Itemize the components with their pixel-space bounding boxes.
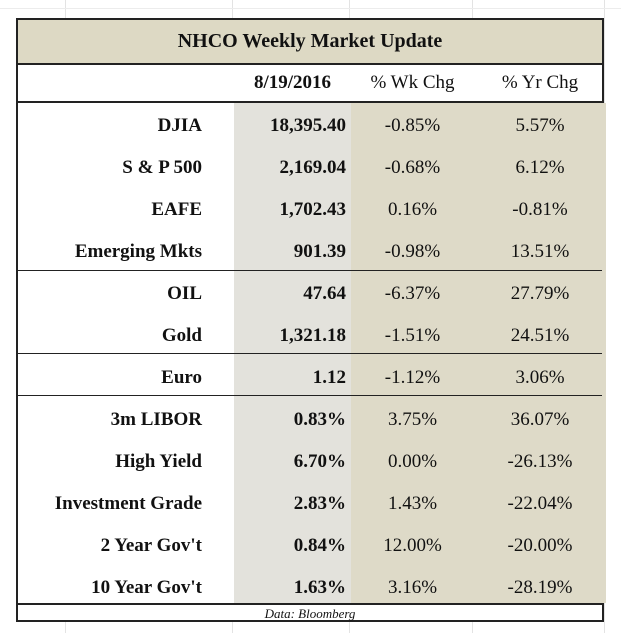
row-value: 1,321.18 (279, 325, 347, 346)
row-label: High Yield (115, 451, 202, 472)
row-yr-chg: 3.06% (515, 367, 565, 388)
data-source-footer: Data: Bloomberg (18, 603, 602, 622)
row-label: Gold (161, 325, 202, 346)
row-wk-chg: 12.00% (383, 535, 442, 556)
row-value: 2.83% (293, 493, 346, 514)
table-row: Gold 1,321.18 -1.51% 24.51% (18, 315, 602, 357)
section-separator (18, 353, 602, 354)
row-wk-chg: -0.68% (384, 157, 441, 178)
row-label: OIL (167, 283, 202, 304)
row-label: Investment Grade (54, 493, 202, 514)
row-wk-chg: -6.37% (384, 283, 441, 304)
table-row: Investment Grade 2.83% 1.43% -22.04% (18, 483, 602, 525)
gridline (0, 8, 621, 9)
table-row: 2 Year Gov't 0.84% 12.00% -20.00% (18, 525, 602, 567)
header-row: 8/19/2016 % Wk Chg % Yr Chg (18, 65, 602, 103)
market-update-table: NHCO Weekly Market Update 8/19/2016 % Wk… (16, 18, 606, 622)
row-value: 1,702.43 (279, 199, 347, 220)
row-label: EAFE (151, 199, 202, 220)
table-row: Emerging Mkts 901.39 -0.98% 13.51% (18, 231, 602, 273)
table-row: High Yield 6.70% 0.00% -26.13% (18, 441, 602, 483)
section-separator (18, 270, 602, 271)
row-yr-chg: -22.04% (507, 493, 573, 514)
table-row: 10 Year Gov't 1.63% 3.16% -28.19% (18, 567, 602, 609)
table-row: S & P 500 2,169.04 -0.68% 6.12% (18, 147, 602, 189)
row-wk-chg: -1.51% (384, 325, 441, 346)
row-yr-chg: 36.07% (510, 409, 570, 430)
row-value: 901.39 (293, 241, 346, 262)
row-value: 47.64 (303, 283, 346, 304)
header-yr-chg: % Yr Chg (501, 72, 579, 93)
row-label: DJIA (157, 115, 202, 136)
row-label: 10 Year Gov't (91, 577, 202, 598)
table-row: 3m LIBOR 0.83% 3.75% 36.07% (18, 399, 602, 441)
row-yr-chg: 13.51% (510, 241, 570, 262)
row-value: 0.83% (293, 409, 346, 430)
row-wk-chg: -1.12% (384, 367, 441, 388)
header-wk-chg: % Wk Chg (370, 72, 455, 93)
row-yr-chg: -28.19% (507, 577, 573, 598)
row-label: Emerging Mkts (74, 241, 202, 262)
table-row: OIL 47.64 -6.37% 27.79% (18, 273, 602, 315)
row-value: 6.70% (293, 451, 346, 472)
row-label: Euro (161, 367, 202, 388)
row-wk-chg: 0.16% (387, 199, 438, 220)
row-wk-chg: 1.43% (387, 493, 438, 514)
table-title: NHCO Weekly Market Update (18, 20, 602, 65)
row-value: 1.12 (312, 367, 346, 388)
row-yr-chg: 5.57% (515, 115, 565, 136)
row-value: 1.63% (293, 577, 346, 598)
row-value: 0.84% (293, 535, 346, 556)
row-wk-chg: 3.16% (387, 577, 438, 598)
row-wk-chg: 3.75% (387, 409, 438, 430)
row-yr-chg: -26.13% (507, 451, 573, 472)
table-row: Euro 1.12 -1.12% 3.06% (18, 357, 602, 399)
table-row: EAFE 1,702.43 0.16% -0.81% (18, 189, 602, 231)
row-yr-chg: 6.12% (515, 157, 565, 178)
row-label: 3m LIBOR (110, 409, 202, 430)
row-label: S & P 500 (122, 157, 202, 178)
header-date: 8/19/2016 (253, 72, 332, 93)
row-yr-chg: -0.81% (512, 199, 568, 220)
row-yr-chg: 27.79% (510, 283, 570, 304)
row-value: 18,395.40 (270, 115, 346, 136)
row-yr-chg: -20.00% (507, 535, 573, 556)
row-wk-chg: -0.98% (384, 241, 441, 262)
row-yr-chg: 24.51% (510, 325, 570, 346)
row-value: 2,169.04 (279, 157, 347, 178)
table-row: DJIA 18,395.40 -0.85% 5.57% (18, 105, 602, 147)
row-label: 2 Year Gov't (100, 535, 202, 556)
row-wk-chg: -0.85% (384, 115, 441, 136)
row-wk-chg: 0.00% (387, 451, 438, 472)
section-separator (18, 395, 602, 396)
